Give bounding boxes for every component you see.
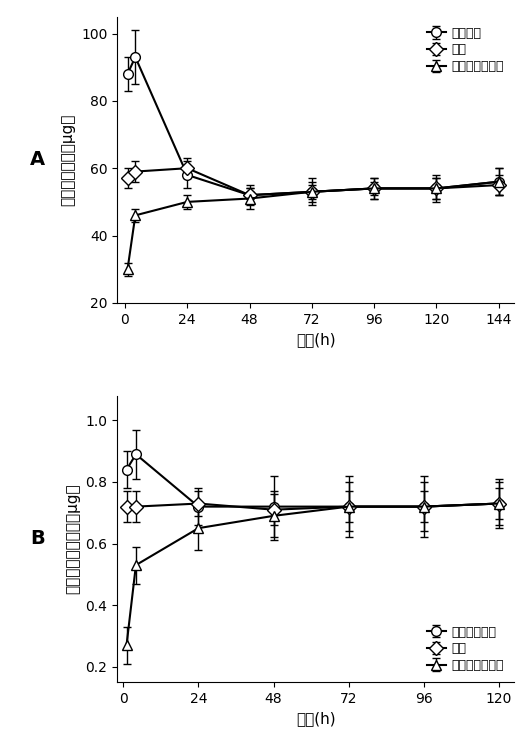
Text: A: A <box>30 150 45 169</box>
X-axis label: 时间(h): 时间(h) <box>296 711 336 727</box>
Legend: 噻吗洛尔, 胶束, 载胶束隐形眼镜: 噻吗洛尔, 胶束, 载胶束隐形眼镜 <box>423 23 508 77</box>
X-axis label: 时间(h): 时间(h) <box>296 332 336 347</box>
Text: B: B <box>30 530 45 548</box>
Y-axis label: 噻吗洛尔释放（μg）: 噻吗洛尔释放（μg） <box>61 114 75 206</box>
Y-axis label: 拉坦前列腺素释放（μg）: 拉坦前列腺素释放（μg） <box>65 484 80 594</box>
Legend: 拉坦前列腺素, 胶束, 载胶束隐形眼镜: 拉坦前列腺素, 胶束, 载胶束隐形眼镜 <box>423 622 508 676</box>
